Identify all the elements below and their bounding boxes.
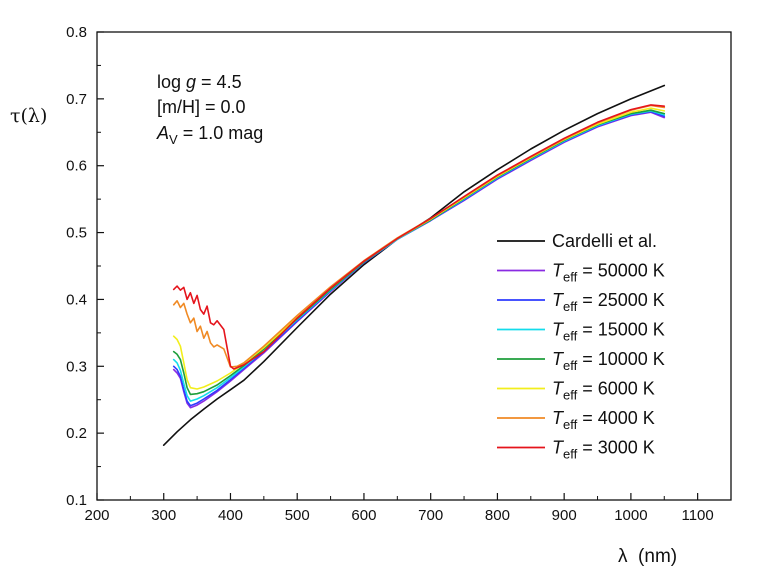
x-tick-label: 1100: [681, 507, 713, 524]
x-tick-label: 800: [485, 507, 510, 524]
x-tick-label: 400: [218, 507, 243, 524]
legend-label: Teff = 3000 K: [552, 438, 655, 462]
x-tick-label: 500: [285, 507, 310, 524]
x-axis-title: λ (nm): [618, 546, 677, 567]
annotation-extinction: AV = 1.0 mag: [156, 123, 263, 147]
legend-label: Teff = 50000 K: [552, 261, 665, 285]
x-axis: 200 300 400 500 600 700 800 900 1000 1100: [84, 493, 714, 524]
series-line: [162, 84, 666, 447]
legend-label: Cardelli et al.: [552, 231, 657, 251]
plot-area: [96, 31, 732, 501]
legend-label: Teff = 25000 K: [552, 290, 665, 314]
y-tick-label: 0.4: [66, 291, 87, 308]
y-axis-title: τ(λ): [10, 105, 47, 127]
y-tick-label: 0.2: [66, 425, 87, 442]
series-layer: [162, 84, 666, 447]
y-tick-label: 0.8: [66, 24, 87, 41]
y-tick-label: 0.5: [66, 225, 87, 242]
legend-label: Teff = 15000 K: [552, 320, 665, 344]
annotation-logg: log g = 4.5: [157, 72, 242, 92]
legend-label: Teff = 10000 K: [552, 349, 665, 373]
x-tick-label: 300: [151, 507, 176, 524]
x-tick-label: 1000: [614, 507, 647, 524]
legend-label: Teff = 4000 K: [552, 408, 655, 432]
series-line: [172, 104, 666, 370]
y-tick-label: 0.6: [66, 158, 87, 175]
legend: Cardelli et al. Teff = 50000 K Teff = 2500…: [497, 231, 665, 462]
y-axis: 0.1 0.2 0.3 0.4 0.5 0.6 0.7 0.8: [66, 24, 104, 509]
x-tick-label: 200: [84, 507, 109, 524]
x-tick-label: 600: [351, 507, 376, 524]
x-tick-label: 900: [552, 507, 577, 524]
y-tick-label: 0.7: [66, 91, 87, 108]
y-tick-label: 0.1: [66, 492, 87, 509]
x-tick-label: 700: [418, 507, 443, 524]
y-tick-label: 0.3: [66, 358, 87, 375]
annotation-block: log g = 4.5 [m/H] = 0.0 AV = 1.0 mag: [156, 72, 263, 147]
annotation-metallicity: [m/H] = 0.0: [157, 97, 246, 117]
legend-label: Teff = 6000 K: [552, 379, 655, 403]
